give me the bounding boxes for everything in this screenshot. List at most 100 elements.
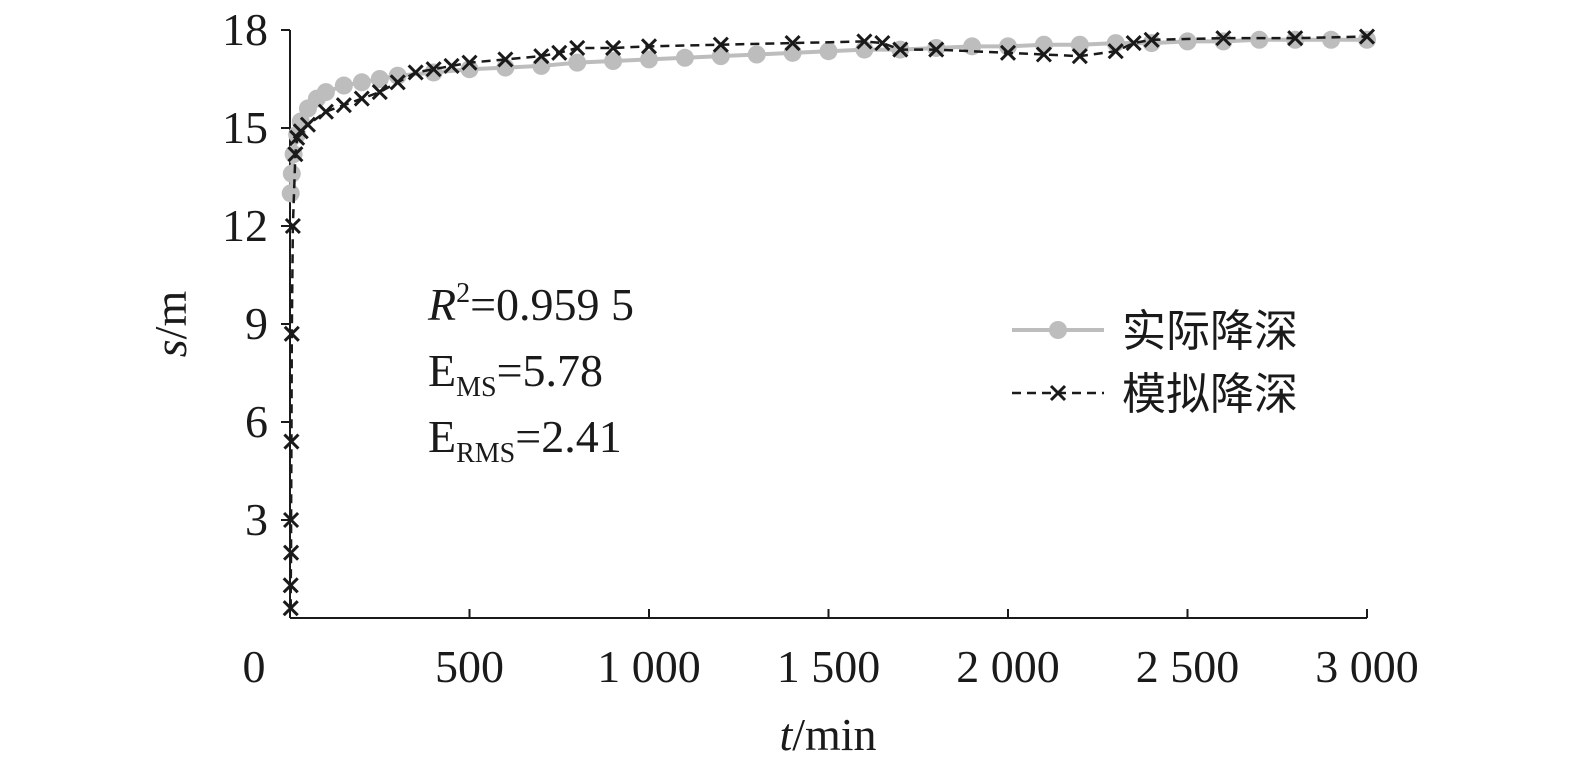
legend-label: 实际降深 <box>1122 307 1298 356</box>
data-point <box>1358 28 1376 45</box>
annotation: ERMS=2.41 <box>428 411 622 469</box>
data-point <box>287 146 304 163</box>
data-point <box>353 90 370 107</box>
data-point <box>784 35 801 52</box>
data-point <box>1143 31 1160 48</box>
annotation: EMS=5.78 <box>428 345 603 403</box>
data-point <box>551 44 568 61</box>
data-point <box>874 35 891 52</box>
x-tick-label: 1 000 <box>597 641 701 692</box>
x-tick-label: 0 <box>243 641 266 692</box>
data-point <box>283 511 300 529</box>
data-point <box>783 43 802 62</box>
data-point <box>284 217 301 235</box>
data-point <box>1034 35 1053 54</box>
y-tick-label: 9 <box>245 298 268 349</box>
annotation-main: R <box>427 279 456 330</box>
data-point <box>892 41 909 58</box>
data-point <box>282 600 299 617</box>
data-point <box>299 116 317 133</box>
data-point <box>283 544 300 561</box>
data-point <box>460 60 479 79</box>
data-point <box>283 433 300 450</box>
x-tick-label: 500 <box>435 641 504 692</box>
y-tick-label: 18 <box>222 4 268 55</box>
data-point <box>1287 30 1304 47</box>
data-point <box>371 84 388 101</box>
data-point <box>856 33 873 50</box>
annotation-sup: 2 <box>456 278 470 309</box>
data-point <box>747 45 766 64</box>
data-point <box>1358 30 1376 49</box>
data-point <box>283 325 300 342</box>
data-point <box>1070 35 1089 54</box>
data-point <box>640 38 658 55</box>
data-point <box>675 48 694 67</box>
y-tick-label: 3 <box>245 494 268 545</box>
annotation-main: E <box>428 345 456 396</box>
data-point <box>370 70 389 88</box>
x-label-symbol: t <box>779 709 793 760</box>
data-point <box>497 51 514 68</box>
data-point <box>282 577 299 594</box>
data-point <box>461 54 478 71</box>
annotation-text: =5.78 <box>497 345 603 396</box>
data-point <box>407 64 424 81</box>
y-tick-label: 12 <box>222 200 268 251</box>
x-tick-label: 3 000 <box>1315 641 1419 692</box>
data-point <box>443 57 460 74</box>
y-tick-label: 6 <box>245 396 268 447</box>
data-point <box>1071 48 1088 65</box>
data-point <box>1214 32 1233 51</box>
data-point <box>425 61 442 78</box>
data-point <box>604 52 623 71</box>
legend-marker <box>1049 321 1067 339</box>
data-point <box>316 83 335 102</box>
annotation-sub: RMS <box>456 438 515 469</box>
data-point <box>928 41 945 58</box>
data-point <box>1142 34 1161 53</box>
data-point <box>282 164 301 183</box>
data-point <box>352 73 371 92</box>
data-point <box>819 42 838 61</box>
data-point <box>1125 35 1142 52</box>
data-point <box>1322 30 1341 49</box>
data-point <box>424 63 443 82</box>
annotation-text: =2.41 <box>515 411 621 462</box>
data-point <box>712 36 729 53</box>
x-tick-label: 2 000 <box>956 641 1060 692</box>
y-axis-label: s/m <box>145 291 196 358</box>
data-point <box>999 44 1017 61</box>
data-point <box>533 48 550 65</box>
data-point <box>281 184 300 203</box>
data-point <box>1107 43 1124 60</box>
annotation-text: =0.959 5 <box>470 279 634 330</box>
x-axis-label: t/min <box>779 709 876 760</box>
x-tick-label: 1 500 <box>777 641 881 692</box>
data-point <box>1215 30 1232 47</box>
data-point <box>605 39 622 57</box>
legend-marker <box>1049 384 1067 402</box>
x-label-unit: /min <box>792 709 876 760</box>
data-point <box>568 53 587 72</box>
y-label-unit: /m <box>145 291 196 340</box>
data-point <box>334 76 353 95</box>
data-point <box>999 37 1017 56</box>
data-point <box>532 56 551 75</box>
y-tick-label: 15 <box>222 102 268 153</box>
y-label-symbol: s <box>145 339 196 357</box>
annotation-main: E <box>428 411 456 462</box>
annotation-sub: MS <box>456 372 496 403</box>
x-tick-label: 2 500 <box>1136 641 1240 692</box>
data-point <box>335 97 352 114</box>
data-point <box>1178 32 1197 51</box>
data-point <box>569 39 586 57</box>
data-point <box>1250 30 1269 49</box>
series-line <box>288 37 1367 194</box>
data-point <box>711 47 730 66</box>
data-point <box>1035 46 1052 63</box>
data-point <box>389 74 406 91</box>
annotation: R2=0.959 5 <box>427 278 634 330</box>
